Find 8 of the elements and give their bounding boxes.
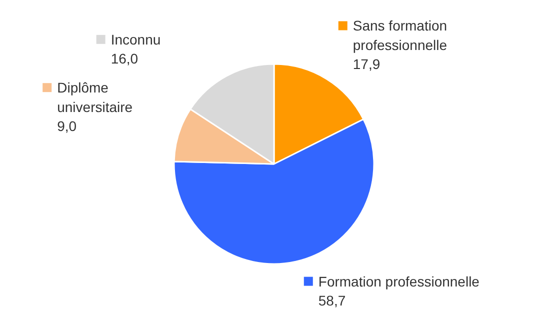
data-label: 17,9 [352,56,380,72]
data-label: 58,7 [318,292,346,309]
legend-label: Inconnu [110,31,161,48]
legend-label: Sans formation professionnelle [352,18,448,53]
legend-label: Diplôme universitaire [57,80,133,115]
data-label: 16,0 [110,50,138,67]
legend-label: Formation professionnelle [318,273,480,290]
data-label: 9,0 [57,118,77,134]
